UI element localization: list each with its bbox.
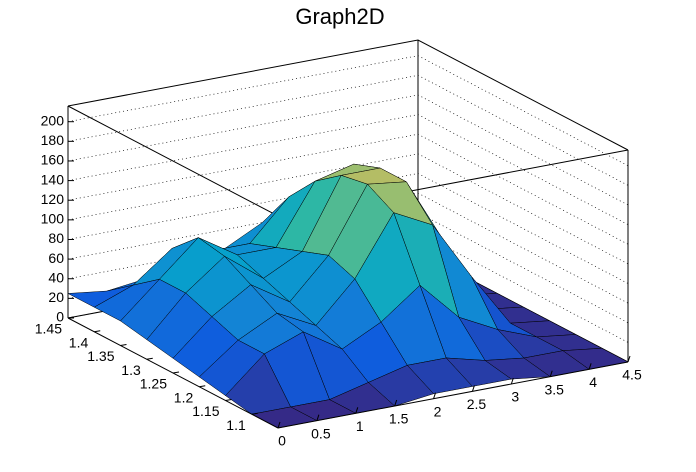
- x-tick: [433, 392, 437, 399]
- y-tick-label: 1.35: [87, 348, 114, 364]
- z-tick-label: 60: [48, 250, 64, 266]
- z-tick-label: 160: [41, 152, 65, 168]
- grid-line: [67, 153, 629, 265]
- y-tick: [120, 344, 127, 346]
- x-tick: [394, 399, 398, 407]
- x-tick: [277, 421, 281, 429]
- z-tick-label: 200: [41, 112, 65, 128]
- y-tick: [146, 357, 153, 360]
- grid-line: [67, 173, 629, 284]
- z-tick-label: 20: [48, 289, 64, 305]
- x-tick: [627, 355, 631, 363]
- grid-line: [67, 133, 629, 245]
- y-tick-label: 1.15: [192, 403, 219, 419]
- y-tick: [225, 399, 232, 401]
- grid-line: [67, 94, 629, 206]
- x-tick-label: 3.5: [544, 381, 564, 397]
- chart-title: Graph2D: [295, 4, 384, 29]
- z-tick-label: 140: [41, 171, 65, 187]
- grid-line: [67, 114, 629, 225]
- y-tick: [94, 330, 101, 333]
- y-tick: [172, 371, 180, 374]
- y-tick: [251, 412, 258, 415]
- y-tick-label: 1.45: [35, 321, 62, 337]
- x-tick: [471, 385, 475, 392]
- x-tick: [549, 370, 553, 377]
- x-tick-label: 0.5: [311, 425, 331, 441]
- z-tick-label: 80: [48, 230, 64, 246]
- grid-line: [67, 74, 629, 186]
- y-tick-label: 1.4: [69, 334, 89, 350]
- x-tick-label: 0: [278, 433, 286, 449]
- z-tick-label: 180: [41, 132, 65, 148]
- z-tick-label: 120: [41, 191, 65, 207]
- x-tick-label: 4: [589, 374, 597, 390]
- y-tick-label: 1.25: [140, 376, 167, 392]
- x-tick: [316, 414, 320, 421]
- x-tick-label: 3: [511, 389, 519, 405]
- z-tick-label: 40: [48, 269, 64, 285]
- x-tick-label: 1: [356, 418, 364, 434]
- x-axis: [277, 361, 629, 429]
- x-tick-label: 2: [434, 403, 442, 419]
- grid-line: [67, 192, 629, 304]
- z-tick-label: 0: [56, 309, 64, 325]
- x-tick-label: 1.5: [389, 411, 409, 427]
- x-tick: [355, 407, 359, 414]
- x-tick: [588, 363, 592, 370]
- y-tick: [67, 316, 75, 319]
- x-tick-label: 4.5: [622, 367, 642, 383]
- z-tick-label: 100: [41, 211, 65, 227]
- y-tick-label: 1.1: [226, 417, 246, 433]
- grid-line: [67, 55, 629, 167]
- x-tick-label: 2.5: [467, 396, 487, 412]
- y-tick-label: 1.3: [121, 362, 141, 378]
- x-tick: [510, 377, 514, 385]
- y-tick-label: 1.2: [174, 389, 194, 405]
- y-tick: [199, 385, 206, 388]
